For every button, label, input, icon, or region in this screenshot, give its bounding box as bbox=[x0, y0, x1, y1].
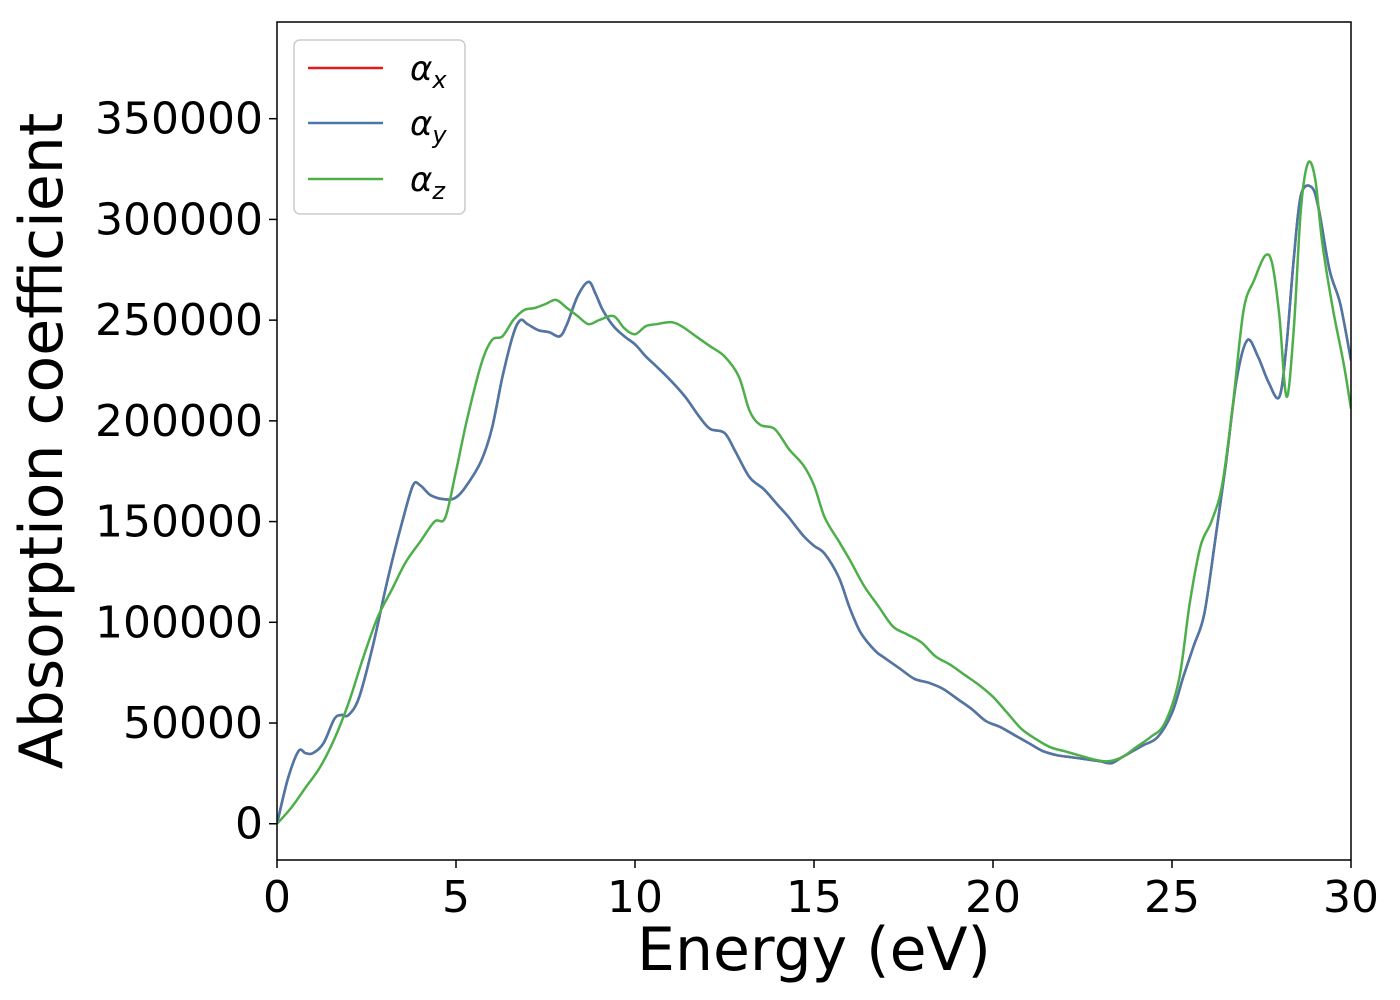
legend-box bbox=[293, 39, 466, 215]
legend-label-z: αz bbox=[410, 160, 446, 205]
legend: αx αy αz bbox=[293, 39, 466, 215]
legend-item-z: αz bbox=[308, 160, 446, 205]
legend-label-x: αx bbox=[410, 49, 447, 94]
x-tick-label: 30 bbox=[1323, 872, 1379, 923]
y-tick-label: 0 bbox=[235, 799, 263, 850]
series-line-y bbox=[277, 184, 1351, 824]
x-tick-label: 5 bbox=[442, 872, 470, 923]
y-tick-label: 350000 bbox=[95, 94, 263, 145]
y-tick-label: 100000 bbox=[95, 597, 263, 648]
series-layer bbox=[277, 160, 1351, 825]
legend-label-y: αy bbox=[410, 104, 447, 149]
x-axis-title: Energy (eV) bbox=[637, 915, 991, 985]
y-axis-title: Absorption coefficient bbox=[7, 113, 77, 770]
y-axis-ticks: 0 50000 100000 150000 200000 250000 300000 3500… bbox=[95, 94, 277, 850]
legend-item-x: αx bbox=[308, 49, 447, 94]
x-tick-label: 0 bbox=[263, 872, 291, 923]
y-tick-label: 250000 bbox=[95, 295, 263, 346]
x-axis-ticks: 0 5 10 15 20 25 30 bbox=[263, 860, 1379, 923]
y-tick-label: 150000 bbox=[95, 497, 263, 548]
y-tick-label: 200000 bbox=[95, 396, 263, 447]
y-tick-label: 300000 bbox=[95, 194, 263, 245]
x-tick-label: 20 bbox=[965, 872, 1021, 923]
series-line-z bbox=[277, 160, 1351, 825]
x-tick-label: 25 bbox=[1144, 872, 1200, 923]
legend-item-y: αy bbox=[308, 104, 447, 149]
y-tick-label: 50000 bbox=[123, 698, 263, 749]
x-tick-label: 15 bbox=[786, 872, 842, 923]
x-tick-label: 10 bbox=[607, 872, 663, 923]
